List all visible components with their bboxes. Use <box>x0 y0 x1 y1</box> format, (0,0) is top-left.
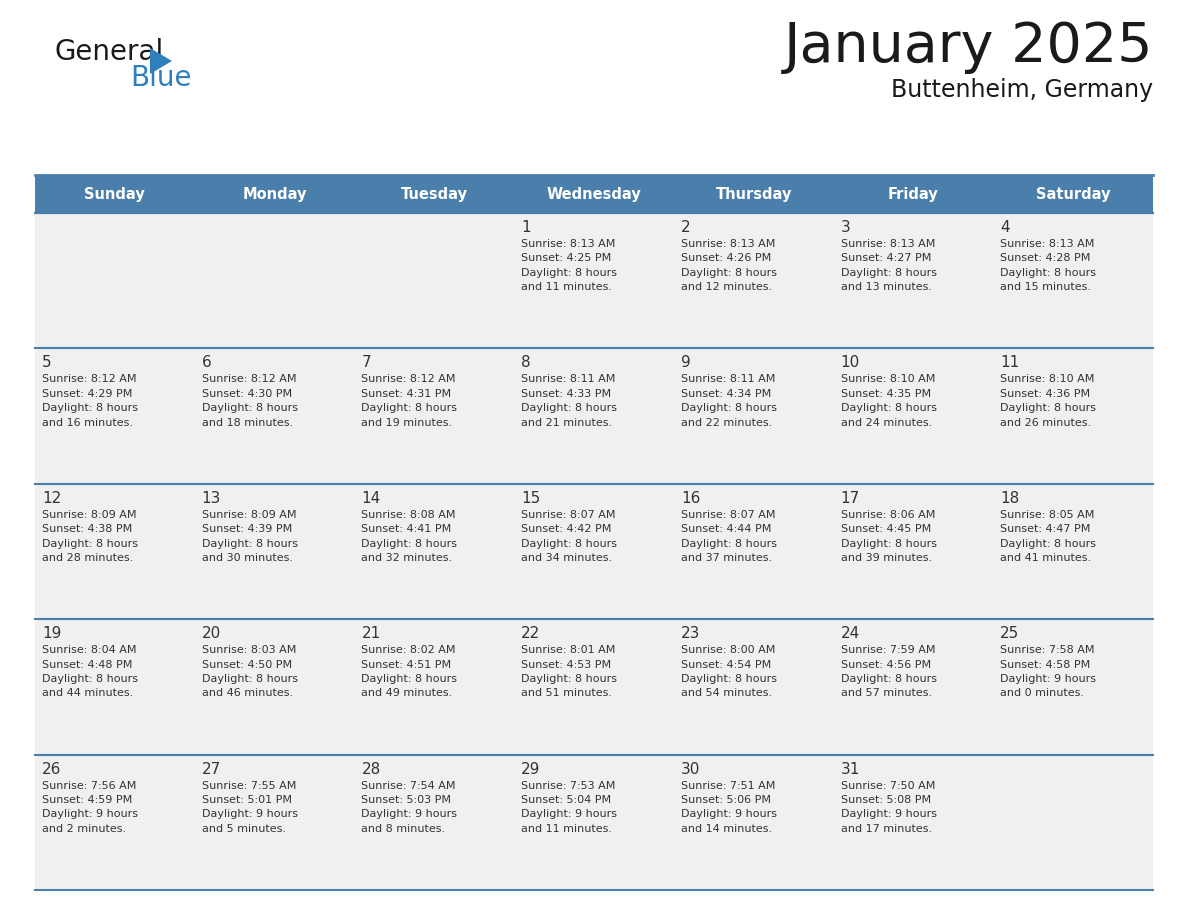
Text: 7: 7 <box>361 355 371 370</box>
Text: 2: 2 <box>681 220 690 235</box>
Bar <box>34 213 1154 349</box>
Text: 10: 10 <box>841 355 860 370</box>
Text: Sunrise: 7:54 AM
Sunset: 5:03 PM
Daylight: 9 hours
and 8 minutes.: Sunrise: 7:54 AM Sunset: 5:03 PM Dayligh… <box>361 780 457 834</box>
Text: Sunrise: 8:05 AM
Sunset: 4:47 PM
Daylight: 8 hours
and 41 minutes.: Sunrise: 8:05 AM Sunset: 4:47 PM Dayligh… <box>1000 509 1097 563</box>
Text: Sunrise: 8:00 AM
Sunset: 4:54 PM
Daylight: 8 hours
and 54 minutes.: Sunrise: 8:00 AM Sunset: 4:54 PM Dayligh… <box>681 645 777 699</box>
Text: Sunrise: 7:59 AM
Sunset: 4:56 PM
Daylight: 8 hours
and 57 minutes.: Sunrise: 7:59 AM Sunset: 4:56 PM Dayligh… <box>841 645 936 699</box>
Text: Sunday: Sunday <box>84 186 145 201</box>
Text: 24: 24 <box>841 626 860 641</box>
Bar <box>354 175 514 213</box>
Text: Sunrise: 8:09 AM
Sunset: 4:39 PM
Daylight: 8 hours
and 30 minutes.: Sunrise: 8:09 AM Sunset: 4:39 PM Dayligh… <box>202 509 298 563</box>
Text: Sunrise: 8:03 AM
Sunset: 4:50 PM
Daylight: 8 hours
and 46 minutes.: Sunrise: 8:03 AM Sunset: 4:50 PM Dayligh… <box>202 645 298 699</box>
Bar <box>34 349 1154 484</box>
Text: 3: 3 <box>841 220 851 235</box>
Text: 25: 25 <box>1000 626 1019 641</box>
Text: Sunrise: 8:13 AM
Sunset: 4:27 PM
Daylight: 8 hours
and 13 minutes.: Sunrise: 8:13 AM Sunset: 4:27 PM Dayligh… <box>841 239 936 292</box>
Text: 23: 23 <box>681 626 700 641</box>
Text: 17: 17 <box>841 491 860 506</box>
Text: 18: 18 <box>1000 491 1019 506</box>
Text: 26: 26 <box>42 762 62 777</box>
Text: 9: 9 <box>681 355 690 370</box>
Text: 1: 1 <box>522 220 531 235</box>
Bar <box>34 620 1154 755</box>
Bar <box>34 755 1154 890</box>
Text: Sunrise: 8:10 AM
Sunset: 4:35 PM
Daylight: 8 hours
and 24 minutes.: Sunrise: 8:10 AM Sunset: 4:35 PM Dayligh… <box>841 375 936 428</box>
Text: 30: 30 <box>681 762 700 777</box>
Text: January 2025: January 2025 <box>784 20 1154 74</box>
Text: 8: 8 <box>522 355 531 370</box>
Text: Sunrise: 8:13 AM
Sunset: 4:26 PM
Daylight: 8 hours
and 12 minutes.: Sunrise: 8:13 AM Sunset: 4:26 PM Dayligh… <box>681 239 777 292</box>
Text: Sunrise: 7:56 AM
Sunset: 4:59 PM
Daylight: 9 hours
and 2 minutes.: Sunrise: 7:56 AM Sunset: 4:59 PM Dayligh… <box>42 780 138 834</box>
Text: Friday: Friday <box>889 186 939 201</box>
Text: Sunrise: 8:11 AM
Sunset: 4:34 PM
Daylight: 8 hours
and 22 minutes.: Sunrise: 8:11 AM Sunset: 4:34 PM Dayligh… <box>681 375 777 428</box>
Text: Sunrise: 8:12 AM
Sunset: 4:29 PM
Daylight: 8 hours
and 16 minutes.: Sunrise: 8:12 AM Sunset: 4:29 PM Dayligh… <box>42 375 138 428</box>
Text: 16: 16 <box>681 491 700 506</box>
Bar <box>834 175 993 213</box>
Text: Sunrise: 8:12 AM
Sunset: 4:31 PM
Daylight: 8 hours
and 19 minutes.: Sunrise: 8:12 AM Sunset: 4:31 PM Dayligh… <box>361 375 457 428</box>
Text: Sunrise: 7:53 AM
Sunset: 5:04 PM
Daylight: 9 hours
and 11 minutes.: Sunrise: 7:53 AM Sunset: 5:04 PM Dayligh… <box>522 780 617 834</box>
Text: 27: 27 <box>202 762 221 777</box>
Text: 15: 15 <box>522 491 541 506</box>
Text: Sunrise: 8:02 AM
Sunset: 4:51 PM
Daylight: 8 hours
and 49 minutes.: Sunrise: 8:02 AM Sunset: 4:51 PM Dayligh… <box>361 645 457 699</box>
Bar <box>993 175 1154 213</box>
Text: 29: 29 <box>522 762 541 777</box>
Text: 21: 21 <box>361 626 380 641</box>
Text: Thursday: Thursday <box>715 186 792 201</box>
Text: 11: 11 <box>1000 355 1019 370</box>
Text: General: General <box>55 38 164 66</box>
Bar <box>34 175 195 213</box>
Text: Sunrise: 8:10 AM
Sunset: 4:36 PM
Daylight: 8 hours
and 26 minutes.: Sunrise: 8:10 AM Sunset: 4:36 PM Dayligh… <box>1000 375 1097 428</box>
Text: Sunrise: 7:58 AM
Sunset: 4:58 PM
Daylight: 9 hours
and 0 minutes.: Sunrise: 7:58 AM Sunset: 4:58 PM Dayligh… <box>1000 645 1097 699</box>
Bar <box>514 175 674 213</box>
Text: 4: 4 <box>1000 220 1010 235</box>
Text: Sunrise: 8:12 AM
Sunset: 4:30 PM
Daylight: 8 hours
and 18 minutes.: Sunrise: 8:12 AM Sunset: 4:30 PM Dayligh… <box>202 375 298 428</box>
Text: Sunrise: 8:11 AM
Sunset: 4:33 PM
Daylight: 8 hours
and 21 minutes.: Sunrise: 8:11 AM Sunset: 4:33 PM Dayligh… <box>522 375 617 428</box>
Text: 20: 20 <box>202 626 221 641</box>
Text: Sunrise: 7:51 AM
Sunset: 5:06 PM
Daylight: 9 hours
and 14 minutes.: Sunrise: 7:51 AM Sunset: 5:06 PM Dayligh… <box>681 780 777 834</box>
Text: Sunrise: 8:13 AM
Sunset: 4:28 PM
Daylight: 8 hours
and 15 minutes.: Sunrise: 8:13 AM Sunset: 4:28 PM Dayligh… <box>1000 239 1097 292</box>
Text: Sunrise: 8:08 AM
Sunset: 4:41 PM
Daylight: 8 hours
and 32 minutes.: Sunrise: 8:08 AM Sunset: 4:41 PM Dayligh… <box>361 509 457 563</box>
Text: Sunrise: 7:55 AM
Sunset: 5:01 PM
Daylight: 9 hours
and 5 minutes.: Sunrise: 7:55 AM Sunset: 5:01 PM Dayligh… <box>202 780 298 834</box>
Text: 13: 13 <box>202 491 221 506</box>
Text: 19: 19 <box>42 626 62 641</box>
Text: Wednesday: Wednesday <box>546 186 642 201</box>
Bar <box>34 484 1154 620</box>
Text: 31: 31 <box>841 762 860 777</box>
Bar <box>674 175 834 213</box>
Text: 6: 6 <box>202 355 211 370</box>
Text: 12: 12 <box>42 491 62 506</box>
Text: 5: 5 <box>42 355 51 370</box>
Text: Saturday: Saturday <box>1036 186 1111 201</box>
Text: Sunrise: 8:13 AM
Sunset: 4:25 PM
Daylight: 8 hours
and 11 minutes.: Sunrise: 8:13 AM Sunset: 4:25 PM Dayligh… <box>522 239 617 292</box>
Polygon shape <box>150 48 172 74</box>
Text: Buttenheim, Germany: Buttenheim, Germany <box>891 78 1154 102</box>
Text: Sunrise: 8:09 AM
Sunset: 4:38 PM
Daylight: 8 hours
and 28 minutes.: Sunrise: 8:09 AM Sunset: 4:38 PM Dayligh… <box>42 509 138 563</box>
Text: Sunrise: 8:07 AM
Sunset: 4:44 PM
Daylight: 8 hours
and 37 minutes.: Sunrise: 8:07 AM Sunset: 4:44 PM Dayligh… <box>681 509 777 563</box>
Text: Sunrise: 8:07 AM
Sunset: 4:42 PM
Daylight: 8 hours
and 34 minutes.: Sunrise: 8:07 AM Sunset: 4:42 PM Dayligh… <box>522 509 617 563</box>
Text: Monday: Monday <box>242 186 307 201</box>
Bar <box>195 175 354 213</box>
Text: 14: 14 <box>361 491 380 506</box>
Text: Sunrise: 8:06 AM
Sunset: 4:45 PM
Daylight: 8 hours
and 39 minutes.: Sunrise: 8:06 AM Sunset: 4:45 PM Dayligh… <box>841 509 936 563</box>
Text: Tuesday: Tuesday <box>400 186 468 201</box>
Text: Sunrise: 7:50 AM
Sunset: 5:08 PM
Daylight: 9 hours
and 17 minutes.: Sunrise: 7:50 AM Sunset: 5:08 PM Dayligh… <box>841 780 936 834</box>
Text: Sunrise: 8:01 AM
Sunset: 4:53 PM
Daylight: 8 hours
and 51 minutes.: Sunrise: 8:01 AM Sunset: 4:53 PM Dayligh… <box>522 645 617 699</box>
Text: Sunrise: 8:04 AM
Sunset: 4:48 PM
Daylight: 8 hours
and 44 minutes.: Sunrise: 8:04 AM Sunset: 4:48 PM Dayligh… <box>42 645 138 699</box>
Text: 22: 22 <box>522 626 541 641</box>
Text: 28: 28 <box>361 762 380 777</box>
Text: Blue: Blue <box>129 64 191 92</box>
